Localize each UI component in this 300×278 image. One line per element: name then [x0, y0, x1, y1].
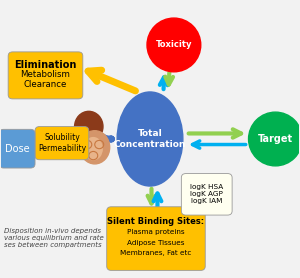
Text: Target: Target [258, 134, 293, 144]
Text: Toxicity: Toxicity [156, 41, 192, 49]
Text: Dose: Dose [5, 144, 29, 154]
Text: Membranes, Fat etc: Membranes, Fat etc [120, 250, 192, 256]
Text: Adipose Tissues: Adipose Tissues [127, 240, 185, 246]
Text: Total
Concentration: Total Concentration [114, 129, 186, 149]
Ellipse shape [248, 112, 300, 166]
Text: logK HSA
logK AGP
logK IAM: logK HSA logK AGP logK IAM [190, 184, 224, 204]
Text: Metabolism: Metabolism [20, 70, 70, 79]
Ellipse shape [117, 92, 183, 186]
Text: Clearance: Clearance [24, 80, 67, 89]
Text: Solubility
Permeability: Solubility Permeability [38, 133, 86, 153]
Text: Silent Binding Sites:: Silent Binding Sites: [107, 217, 205, 227]
Ellipse shape [80, 131, 110, 164]
Text: Plasma proteins: Plasma proteins [127, 229, 185, 235]
Text: Elimination: Elimination [14, 60, 77, 70]
FancyBboxPatch shape [182, 173, 232, 215]
Ellipse shape [84, 138, 102, 160]
FancyBboxPatch shape [35, 126, 89, 160]
FancyBboxPatch shape [107, 207, 205, 270]
Ellipse shape [75, 111, 103, 142]
Text: Disposition in-vivo depends
various equilibrium and rate
ses between compartment: Disposition in-vivo depends various equi… [4, 227, 103, 248]
FancyBboxPatch shape [8, 52, 83, 99]
FancyBboxPatch shape [0, 129, 35, 168]
Ellipse shape [147, 18, 201, 72]
